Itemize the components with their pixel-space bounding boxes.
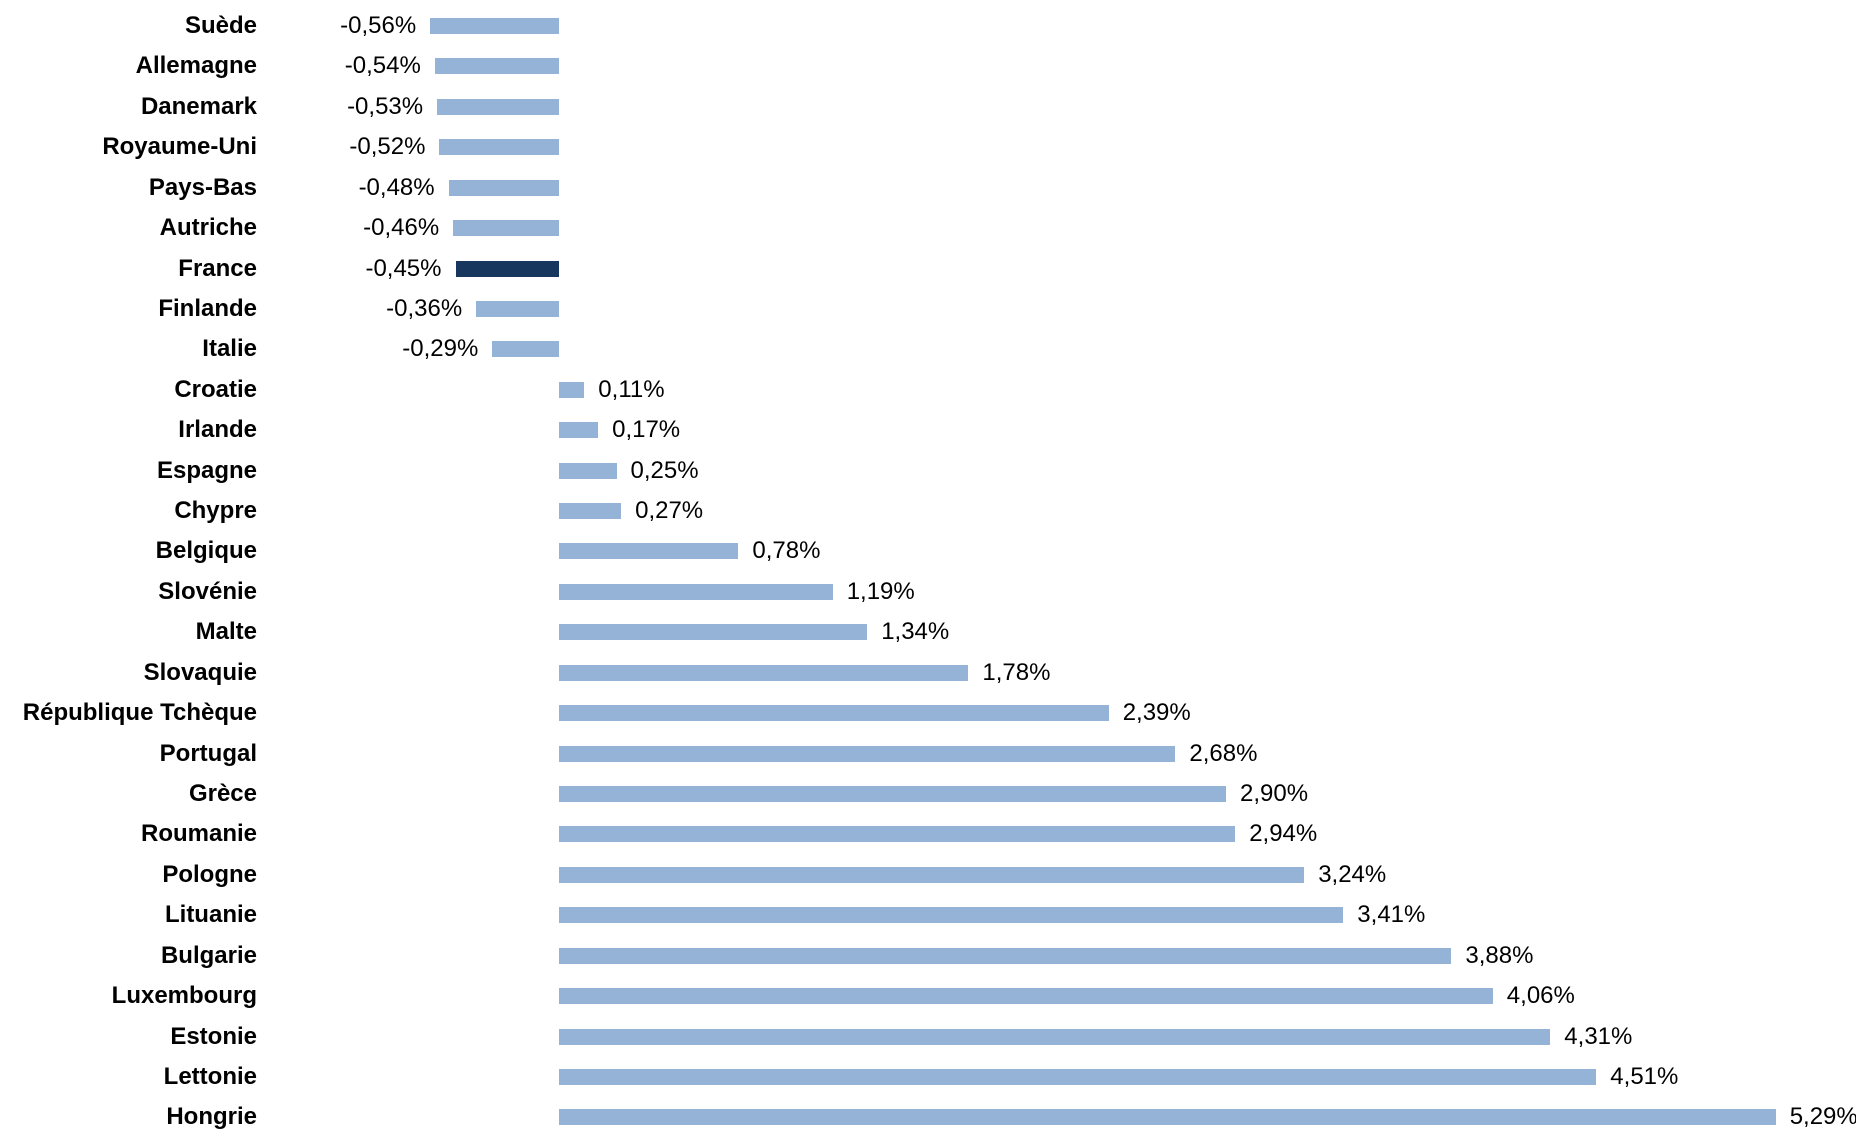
value-label: -0,54% (344, 52, 421, 80)
bar (492, 341, 559, 358)
value-label: 1,34% (881, 618, 950, 646)
bar (559, 543, 739, 560)
category-label: France (178, 254, 257, 282)
bar (476, 300, 559, 317)
bar (559, 785, 1226, 802)
value-label: 2,39% (1122, 699, 1191, 727)
bar (559, 705, 1109, 722)
category-label: Luxembourg (111, 982, 257, 1010)
value-label: 2,90% (1240, 779, 1309, 807)
bar (439, 139, 559, 156)
category-label: Malte (195, 618, 257, 646)
value-label: -0,46% (363, 214, 440, 242)
category-label: Slovaquie (143, 658, 257, 686)
bar (455, 260, 559, 277)
category-label: Bulgarie (160, 941, 257, 969)
value-label: 0,78% (752, 537, 821, 565)
bar (559, 907, 1344, 924)
bar (430, 18, 559, 34)
category-label: Croatie (174, 375, 257, 403)
value-label: 1,19% (846, 577, 915, 605)
category-label: Belgique (155, 537, 257, 565)
category-label: Allemagne (135, 52, 257, 80)
bar (559, 826, 1236, 843)
value-label: 0,25% (630, 456, 699, 484)
bar (559, 745, 1176, 762)
category-label: Danemark (140, 92, 257, 120)
value-label: 0,27% (635, 497, 704, 525)
value-label: 4,51% (1610, 1062, 1679, 1090)
category-label: Lituanie (164, 901, 257, 929)
category-label: Finlande (158, 294, 257, 322)
value-label: -0,36% (386, 294, 463, 322)
value-label: 1,78% (982, 658, 1051, 686)
bar (559, 503, 622, 520)
bar (434, 58, 559, 75)
bar (559, 866, 1305, 883)
category-label: Roumanie (140, 820, 257, 848)
category-label: Autriche (159, 214, 257, 242)
value-label: 3,24% (1318, 860, 1387, 888)
category-label: Chypre (174, 497, 257, 525)
bar (559, 624, 868, 641)
category-label: Royaume-Uni (102, 133, 257, 161)
bar (559, 664, 969, 681)
bar (559, 947, 1452, 964)
category-label: Irlande (178, 416, 257, 444)
value-label: -0,29% (402, 335, 479, 363)
category-label: Italie (202, 335, 257, 363)
category-label: Espagne (156, 456, 257, 484)
category-label: Pays-Bas (148, 173, 257, 201)
category-label: Pologne (162, 860, 257, 888)
bar (559, 1068, 1597, 1085)
value-label: 3,88% (1465, 941, 1534, 969)
bar (448, 179, 559, 196)
value-label: 4,31% (1564, 1022, 1633, 1050)
value-label: -0,56% (340, 12, 417, 39)
bar (559, 422, 599, 439)
value-label: 0,17% (612, 416, 681, 444)
value-label: 4,06% (1506, 982, 1575, 1010)
category-label: Slovénie (158, 577, 257, 605)
value-label: -0,48% (358, 173, 435, 201)
value-label: 2,94% (1249, 820, 1318, 848)
value-label: 0,11% (598, 375, 665, 403)
bar (437, 98, 559, 115)
bar (559, 1028, 1551, 1045)
bar (453, 220, 559, 237)
value-label: 5,29% (1789, 1103, 1856, 1131)
bar (559, 583, 833, 600)
bar (559, 988, 1493, 1005)
value-label: 2,68% (1189, 739, 1258, 767)
category-label: Lettonie (163, 1062, 257, 1090)
category-label: Grèce (188, 779, 257, 807)
value-label: 3,41% (1357, 901, 1426, 929)
bar (559, 381, 585, 398)
bar (559, 462, 617, 479)
category-label: Suède (184, 12, 257, 39)
value-label: -0,53% (347, 92, 424, 120)
value-label: -0,45% (365, 254, 442, 282)
category-label: Portugal (159, 739, 257, 767)
category-label: République Tchèque (22, 699, 257, 727)
value-label: -0,52% (349, 133, 426, 161)
category-label: Estonie (170, 1022, 257, 1050)
bar (559, 1109, 1776, 1126)
category-label: Hongrie (166, 1103, 257, 1131)
